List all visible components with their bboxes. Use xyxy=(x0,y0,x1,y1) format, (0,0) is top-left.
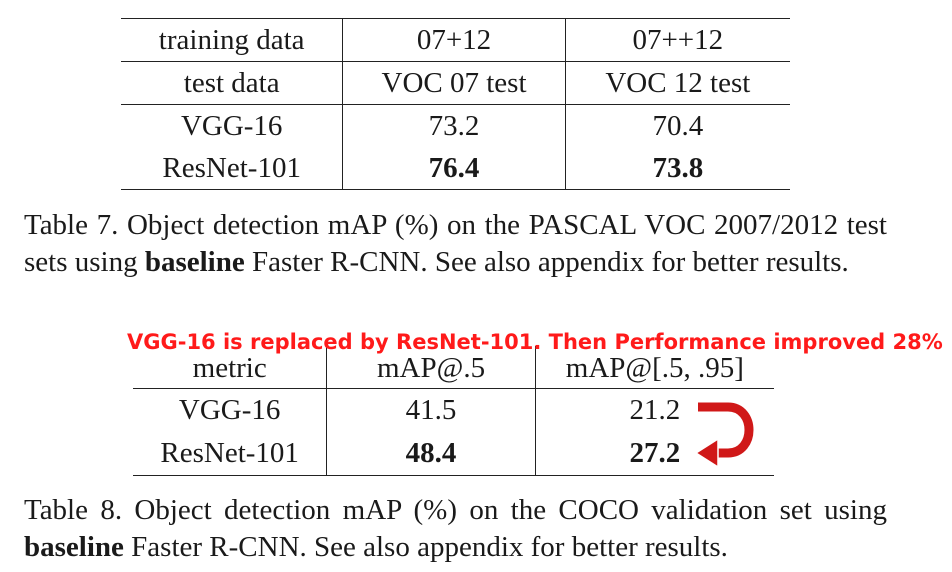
caption-bold: baseline xyxy=(24,531,124,563)
table-8-caption: Table 8. Object detection mAP (%) on the… xyxy=(24,492,887,566)
table-cell: VOC 07 test xyxy=(342,61,566,105)
table-cell: mAP@.5 xyxy=(326,346,536,389)
caption-text: Faster R-CNN. See also appendix for bett… xyxy=(244,246,849,278)
caption-bold: baseline xyxy=(144,246,245,278)
table-row: training data 07+12 07++12 xyxy=(121,18,790,62)
caption-text: Faster R-CNN. See also appendix for bett… xyxy=(123,531,728,563)
table-cell: training data xyxy=(121,18,343,62)
table-row: VGG-16 73.2 70.4 xyxy=(121,104,790,147)
table-8: metric mAP@.5 mAP@[.5, .95] VGG-16 41.5 … xyxy=(133,346,774,476)
caption-text: Table 8. Object detection mAP (%) on the… xyxy=(24,494,887,526)
table-row: metric mAP@.5 mAP@[.5, .95] xyxy=(133,346,774,389)
table-cell: 07++12 xyxy=(564,18,790,62)
table-cell: mAP@[.5, .95] xyxy=(534,346,774,389)
red-annotation: VGG-16 is replaced by ResNet-101. Then P… xyxy=(127,330,943,354)
table-cell-bold: 48.4 xyxy=(326,432,536,476)
bold-value: 76.4 xyxy=(428,151,480,184)
table-cell: test data xyxy=(121,61,343,105)
bold-value: 27.2 xyxy=(629,437,681,469)
bold-value: 48.4 xyxy=(405,437,457,469)
table-row: ResNet-101 76.4 73.8 xyxy=(121,147,790,190)
bold-value: 73.8 xyxy=(652,151,704,184)
table-7-caption: Table 7. Object detection mAP (%) on the… xyxy=(24,207,887,281)
table-cell: VGG-16 xyxy=(178,394,281,426)
table-cell: 07+12 xyxy=(342,18,566,62)
table-cell: ResNet-101 xyxy=(162,151,301,184)
table-cell-bold: 73.8 xyxy=(564,147,790,190)
caption-text: Table 7. Object detection mAP (%) on the… xyxy=(24,209,887,278)
table-cell: metric xyxy=(133,346,327,389)
table-row: test data VOC 07 test VOC 12 test xyxy=(121,61,790,105)
table-cell: VGG-16 xyxy=(180,109,283,142)
table-cell-bold: 76.4 xyxy=(342,147,566,190)
table-cell: 70.4 xyxy=(564,104,790,147)
table-cell: ResNet-101 xyxy=(160,437,299,469)
table-cell: 73.2 xyxy=(342,104,566,147)
curved-arrow-icon xyxy=(694,400,756,469)
table-7: training data 07+12 07++12 test data VOC… xyxy=(121,18,790,190)
table-row: VGG-16 41.5 21.2 xyxy=(133,388,774,432)
table-cell: VOC 12 test xyxy=(564,61,790,105)
table-cell: 41.5 xyxy=(326,388,536,432)
table-row: ResNet-101 48.4 27.2 xyxy=(133,432,774,476)
